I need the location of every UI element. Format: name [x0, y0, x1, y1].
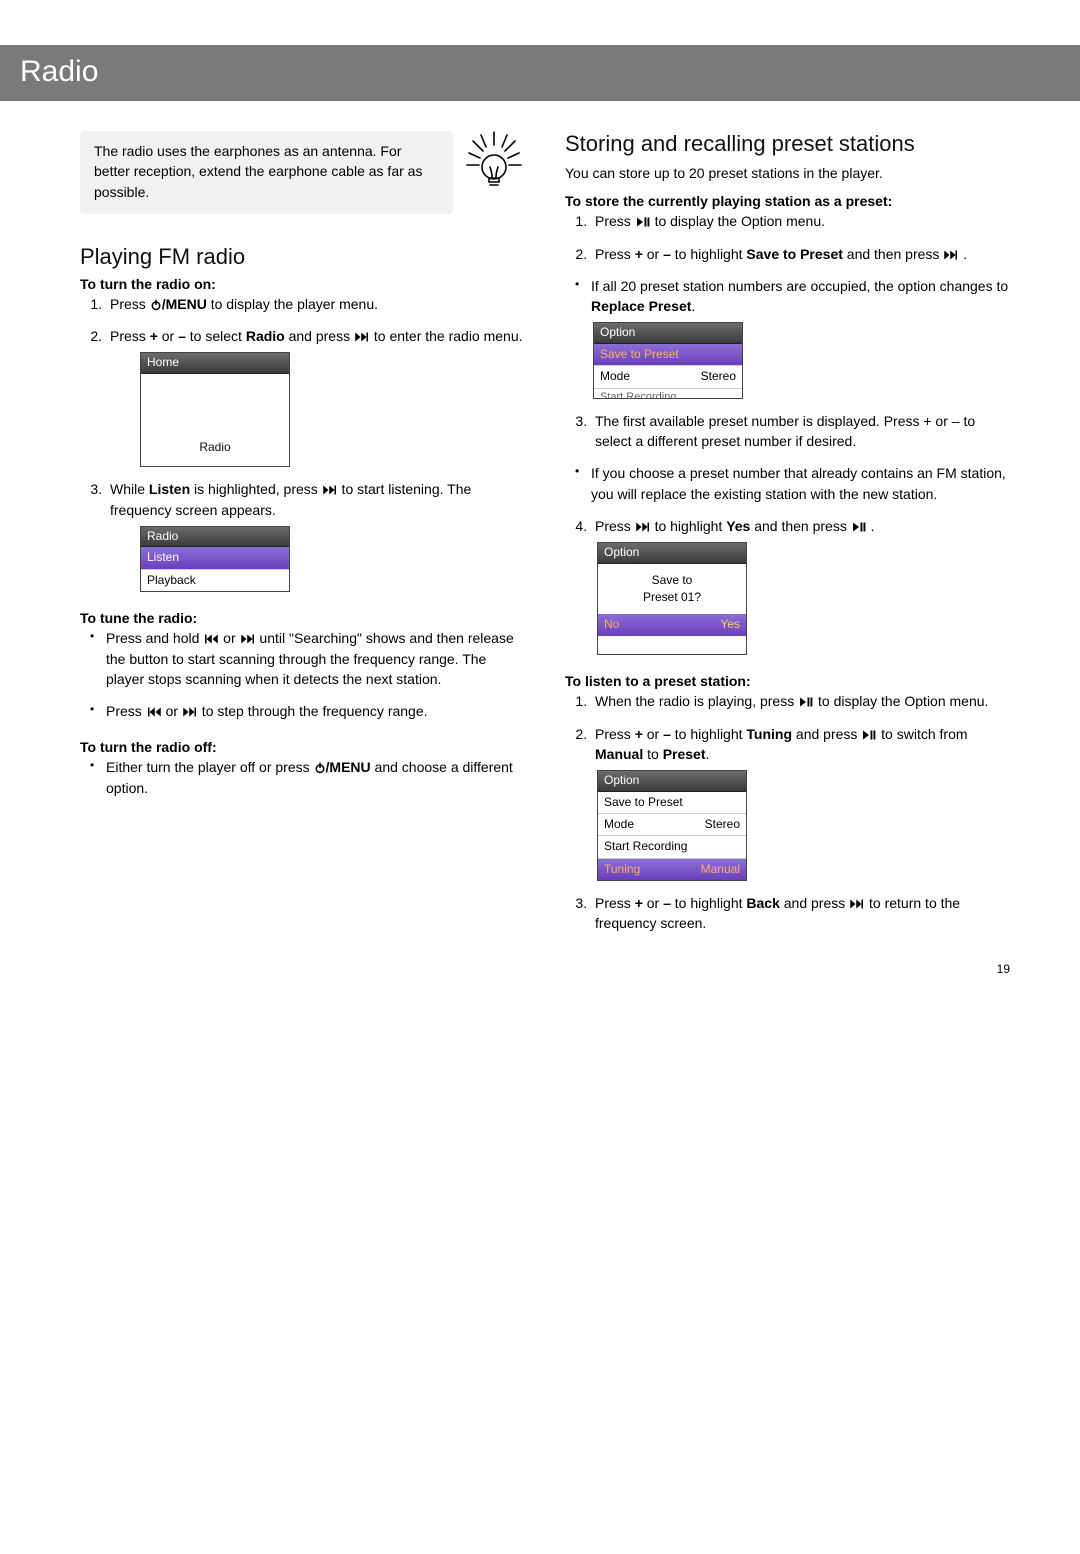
- sub-turn-on: To turn the radio on:: [80, 276, 525, 292]
- ui-item-mode: ModeStereo: [598, 813, 746, 835]
- step-listen-2: Press + or – to highlight Tuning and pre…: [591, 724, 1010, 882]
- right-column: Storing and recalling preset stations Yo…: [565, 131, 1010, 946]
- ui-header: Home: [141, 353, 289, 373]
- ui-option-confirm: Option Save toPreset 01? No Yes: [597, 542, 747, 655]
- ui-item-radio: Radio: [141, 439, 289, 456]
- ui-item-tuning: TuningManual: [598, 858, 746, 880]
- play-pause-icon: [798, 696, 814, 708]
- forward-icon: [240, 633, 256, 645]
- heading-playing-fm: Playing FM radio: [80, 244, 525, 270]
- left-column: The radio uses the earphones as an anten…: [80, 131, 525, 946]
- bullet-store-replace: If all 20 preset station numbers are occ…: [569, 276, 1010, 399]
- ui-confirm-text: Save toPreset 01?: [598, 564, 746, 615]
- tip-box: The radio uses the earphones as an anten…: [80, 131, 453, 214]
- ui-item-save-preset: Save to Preset: [594, 344, 742, 365]
- step-store-3: The first available preset number is dis…: [591, 411, 1010, 452]
- ui-home-menu: Home Radio: [140, 352, 290, 467]
- ui-radio-menu: Radio Listen Playback: [140, 526, 290, 592]
- bullet-store-overwrite: If you choose a preset number that alrea…: [569, 463, 1010, 504]
- ui-item-playback: Playback: [141, 569, 289, 591]
- page-number: 19: [997, 962, 1010, 976]
- bullet-tune-2: Press or to step through the frequency r…: [84, 701, 525, 721]
- ui-item-listen: Listen: [141, 547, 289, 568]
- forward-icon: [182, 706, 198, 718]
- play-pause-icon: [851, 521, 867, 533]
- sub-store: To store the currently playing station a…: [565, 193, 1010, 209]
- step-listen-3: Press + or – to highlight Back and press…: [591, 893, 1010, 934]
- step-on-2: Press + or – to select Radio and press t…: [106, 326, 525, 467]
- ui-header: Option: [594, 323, 742, 343]
- heading-preset: Storing and recalling preset stations: [565, 131, 1010, 157]
- ui-header: Option: [598, 771, 746, 791]
- ui-item-save-preset: Save to Preset: [598, 792, 746, 813]
- ui-item-recording: Start Recording: [598, 835, 746, 857]
- bullet-tune-1: Press and hold or until "Searching" show…: [84, 628, 525, 689]
- step-on-1: Press /MENU to display the player menu.: [106, 294, 525, 314]
- power-icon: [314, 762, 326, 774]
- ui-yes-no-row: No Yes: [598, 614, 746, 636]
- step-on-3: While Listen is highlighted, press to st…: [106, 479, 525, 592]
- sub-listen: To listen to a preset station:: [565, 673, 1010, 689]
- sub-turn-off: To turn the radio off:: [80, 739, 525, 755]
- preset-intro: You can store up to 20 preset stations i…: [565, 163, 1010, 183]
- ui-no: No: [598, 614, 672, 636]
- bullet-off-1: Either turn the player off or press /MEN…: [84, 757, 525, 798]
- page-title: Radio: [0, 45, 1080, 101]
- ui-header: Radio: [141, 527, 289, 547]
- rewind-icon: [146, 706, 162, 718]
- step-store-1: Press to display the Option menu.: [591, 211, 1010, 231]
- forward-icon: [354, 331, 370, 343]
- ui-option-save: Option Save to Preset ModeStereo Start R…: [593, 322, 743, 398]
- sub-tune: To tune the radio:: [80, 610, 525, 626]
- ui-item-partial: Start Recording: [594, 388, 742, 398]
- step-store-2: Press + or – to highlight Save to Preset…: [591, 244, 1010, 264]
- ui-option-tuning: Option Save to Preset ModeStereo Start R…: [597, 770, 747, 881]
- play-pause-icon: [635, 216, 651, 228]
- step-store-4: Press to highlight Yes and then press . …: [591, 516, 1010, 655]
- ui-yes: Yes: [672, 614, 746, 636]
- lightbulb-icon: [463, 127, 525, 201]
- forward-icon: [849, 898, 865, 910]
- ui-item-mode: ModeStereo: [594, 365, 742, 387]
- ui-header: Option: [598, 543, 746, 563]
- play-pause-icon: [861, 729, 877, 741]
- power-icon: [150, 299, 162, 311]
- step-listen-1: When the radio is playing, press to disp…: [591, 691, 1010, 711]
- forward-icon: [635, 521, 651, 533]
- forward-icon: [322, 484, 338, 496]
- rewind-icon: [203, 633, 219, 645]
- forward-icon: [943, 249, 959, 261]
